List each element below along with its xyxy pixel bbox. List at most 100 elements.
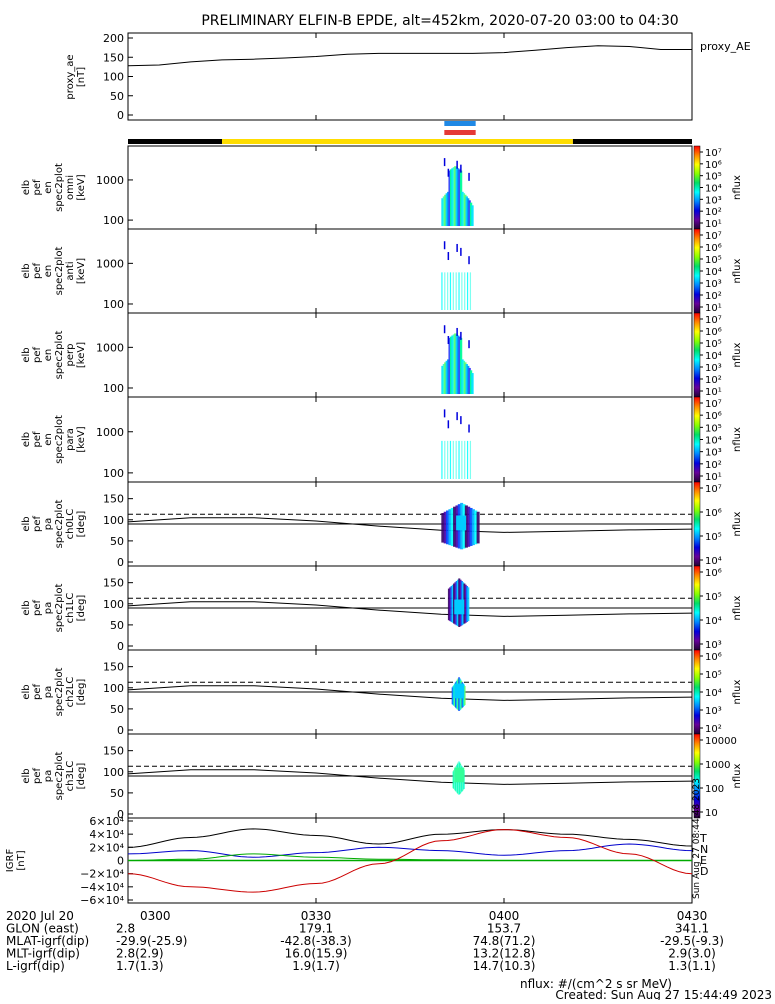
energy-pixel-column — [441, 440, 443, 479]
energy-pixel-column — [448, 170, 451, 226]
footer-value-4-1: 1.9(1.7) — [292, 959, 340, 973]
orbit-footer: nflux: #/(cm^2 s sr MeV) Created: Sun Au… — [6, 909, 772, 1002]
pitch-pixel-column — [466, 586, 469, 622]
proxy-ae-ytick-1: 150 — [103, 51, 124, 64]
energy-speck — [447, 420, 450, 429]
energy-pixel-column — [469, 202, 473, 226]
panel-5-cbar-label: nflux — [732, 511, 743, 536]
igrf-ytick-2: 2×10⁴ — [89, 841, 124, 854]
energy-speck — [447, 336, 450, 345]
panel-3-cbar-tick-0: 10⁷ — [705, 315, 722, 326]
energy-pixel-column — [442, 196, 446, 226]
panel-3-cbar-tick-6: 10¹ — [705, 387, 722, 398]
pitch-panel-5-ytick-1: 100 — [103, 514, 124, 527]
energy-speck — [468, 256, 470, 265]
pitch-pixel-column — [449, 587, 452, 622]
panel-8-colorbar — [693, 733, 701, 819]
igrf-side-stamp: Sun Aug 27 08:44:48 2023 — [692, 778, 702, 899]
zone-bar-segment — [572, 139, 692, 144]
energy-pixel-column — [458, 272, 460, 310]
energy-pixel-column — [469, 272, 472, 310]
footer-label-3: MLT-igrf(dip) — [6, 947, 80, 961]
panel-4-cbar-tick-0: 10⁷ — [705, 399, 722, 410]
pitch-pixel-column — [476, 511, 480, 544]
panel-6-ylabel-0: elb — [21, 600, 32, 615]
igrf-legend-T: T — [699, 832, 707, 845]
energy-speck — [443, 241, 446, 250]
pitch-pixel-column — [464, 584, 467, 623]
pitch-panel-5-ytick-0: 150 — [103, 493, 124, 506]
pitch-pixel-column — [453, 684, 455, 706]
energy-pixel-column — [469, 440, 472, 479]
pitch-panel-8-ytick-1: 100 — [103, 766, 124, 779]
igrf-ytick-4: −2×10⁴ — [80, 868, 124, 881]
pitch-panel-6-ytick-3: 0 — [117, 640, 124, 653]
footer-value-3-2: 13.2(12.8) — [473, 947, 536, 961]
energy-pixel-column — [461, 272, 463, 310]
proxy-ae-ytick-2: 100 — [103, 71, 124, 84]
energy-pixel-column — [447, 359, 450, 394]
footer-value-0-2: 0400 — [489, 909, 520, 923]
panel-2-ylabel-4: anti — [65, 261, 76, 280]
panel-4-cbar-tick-6: 10¹ — [705, 472, 722, 483]
panel-6-cbar-tick-1: 10⁵ — [705, 592, 722, 603]
pitch-pixel-column — [441, 513, 445, 543]
energy-pixel-column — [452, 167, 456, 226]
footer-value-1-1: 179.1 — [299, 922, 333, 936]
energy-pixel-column — [449, 272, 452, 310]
panel-2-cbar-tick-6: 10¹ — [705, 303, 722, 314]
footer-value-0-1: 0330 — [301, 909, 332, 923]
energy-pixel-column — [454, 333, 457, 394]
footer-value-4-3: 1.3(1.1) — [668, 959, 716, 973]
panel-8-ylabel-0: elb — [21, 768, 32, 783]
energy-pixel-column — [452, 440, 454, 479]
panel-9-ylabel-1: [nT] — [16, 850, 27, 870]
energy-panel-1-frame — [127, 145, 693, 230]
pitch-panel-7-ytick-3: 0 — [117, 724, 124, 737]
panel-9-ylabel-0: IGRF — [5, 849, 16, 873]
pitch-core — [454, 683, 465, 699]
panel-4-ylabel-2: en — [43, 433, 54, 446]
energy-pixel-column — [471, 373, 474, 394]
pitch-pixel-column — [463, 583, 466, 624]
panel-7-cbar-tick-4: 10² — [705, 724, 722, 735]
energy-pixel-column — [465, 364, 468, 394]
pitch-pixel-column — [451, 584, 454, 623]
energy-speck — [460, 416, 462, 425]
proxy-ae-ytick-3: 50 — [110, 90, 124, 103]
energy-pixel-column — [448, 337, 451, 394]
figure-title: PRELIMINARY ELFIN-B EPDE, alt=452km, 202… — [201, 13, 678, 29]
energy-pixel-column — [458, 440, 460, 479]
pitch-pixel-column — [447, 588, 450, 621]
panel-5-ylabel-4: ch0LC — [65, 509, 76, 540]
pitch-panel-6-ytick-0: 150 — [103, 577, 124, 590]
panel-1-ylabel-4: omni — [65, 175, 76, 200]
footer-value-3-0: 2.8(2.9) — [116, 947, 164, 961]
footer-label-2: MLAT-igrf(dip) — [6, 934, 89, 948]
panel-3-cbar-tick-4: 10³ — [705, 363, 722, 374]
energy-pixel-column — [464, 194, 467, 226]
footer-value-4-2: 14.7(10.3) — [473, 959, 536, 973]
pitch-panel-8-ytick-0: 150 — [103, 745, 124, 758]
pitch-pixel-column — [467, 587, 470, 622]
pitch-pixel-column — [443, 511, 447, 544]
zone-marker — [444, 130, 476, 135]
energy-speck — [460, 247, 462, 256]
panel-8-cbar-tick-1: 1000 — [705, 760, 730, 771]
energy-pixel-column — [441, 198, 444, 226]
energy-speck — [460, 331, 462, 340]
pitch-panel-7-ytick-0: 150 — [103, 661, 124, 674]
units-note: nflux: #/(cm^2 s sr MeV) — [520, 977, 672, 991]
panel-4-ylabel-3: spec2plot — [54, 415, 65, 464]
panel-3-cbar-tick-5: 10² — [705, 375, 722, 386]
pitch-pixel-column — [471, 509, 475, 546]
footer-value-2-1: -42.8(-38.3) — [280, 934, 351, 948]
panel-3-ylabel-2: en — [43, 349, 54, 362]
energy-pixel-column — [464, 362, 467, 394]
pitch-core — [456, 515, 467, 531]
energy-pixel-column — [468, 200, 471, 226]
panel-6-ylabel-1: pef — [32, 600, 43, 617]
igrf-ytick-5: −4×10⁴ — [80, 881, 124, 894]
panel-8-ylabel-1: pef — [32, 768, 43, 785]
